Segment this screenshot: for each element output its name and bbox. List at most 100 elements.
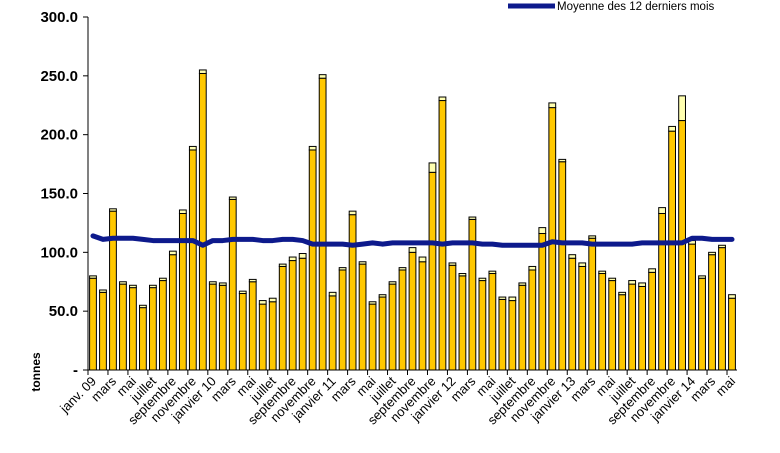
bar-main	[508, 300, 517, 371]
bar-top	[278, 263, 287, 267]
bar-top	[588, 235, 597, 239]
bar-main	[688, 243, 696, 371]
bar-top	[528, 265, 537, 271]
bar-top	[149, 284, 157, 289]
bar-top	[678, 95, 686, 122]
x-tick-label: mai	[713, 373, 738, 398]
bar-main	[258, 303, 267, 371]
bar-top	[488, 270, 497, 275]
bar-main	[698, 277, 706, 371]
bar-top	[238, 290, 247, 295]
bar-main	[288, 260, 297, 371]
bar-main	[318, 77, 327, 371]
y-tick-label: -	[73, 362, 78, 379]
bar-top	[538, 227, 547, 234]
bar-main	[139, 307, 147, 371]
bar-top	[428, 162, 437, 173]
bar-top	[358, 261, 367, 265]
bar-top	[548, 102, 557, 109]
bar-top	[139, 304, 147, 309]
bar-main	[598, 273, 607, 371]
bar-main	[498, 298, 507, 371]
bar-main	[198, 72, 207, 371]
bar-top	[99, 289, 107, 293]
bar-top	[498, 296, 507, 300]
bar-main	[548, 107, 557, 371]
bar-main	[558, 161, 567, 371]
bar-top	[598, 270, 607, 275]
bar-top	[129, 284, 137, 289]
bar-top	[568, 254, 577, 259]
bar-main	[578, 265, 587, 371]
bar-top	[258, 300, 267, 305]
bars-group	[89, 69, 736, 371]
bar-main	[528, 269, 537, 371]
bar-main	[368, 303, 377, 371]
bar-main	[208, 283, 217, 371]
bar-main	[378, 296, 387, 371]
bar-top	[628, 280, 637, 285]
bar-main	[119, 283, 127, 371]
bar-top	[168, 250, 177, 256]
y-tick-label: 250.0	[40, 68, 78, 85]
bar-top	[318, 74, 327, 79]
bar-top	[508, 296, 517, 302]
bar-top	[698, 275, 706, 279]
bar-main	[238, 293, 247, 371]
bar-top	[718, 244, 726, 249]
bar-main	[99, 291, 107, 371]
bar-top	[368, 301, 377, 305]
bar-main	[348, 214, 357, 371]
bar-main	[648, 271, 657, 371]
y-axis-label: tonnes	[29, 352, 43, 392]
bar-top	[398, 267, 407, 271]
bar-main	[438, 100, 447, 371]
bar-main	[149, 287, 157, 371]
bar-top	[348, 210, 357, 216]
legend: Moyenne des 12 derniers mois	[508, 1, 714, 13]
bar-main	[568, 257, 577, 371]
bar-main	[188, 149, 197, 371]
bar-top	[178, 209, 187, 215]
bar-top	[418, 256, 427, 263]
bar-top	[388, 281, 397, 285]
bar-main	[178, 213, 187, 371]
bar-main	[628, 283, 637, 371]
bar-main	[718, 247, 726, 371]
legend-label-average: Moyenne des 12 derniers mois	[557, 1, 714, 13]
bar-top	[468, 216, 477, 220]
y-ticks-group: - 50.0 100.0 150.0 200.0 250.0 300.0	[40, 9, 88, 379]
bar-main	[618, 294, 627, 371]
y-tick-label: 50.0	[49, 303, 78, 320]
bar-top	[208, 281, 217, 285]
bar-top	[228, 196, 237, 200]
bar-main	[328, 295, 337, 371]
bar-top	[198, 69, 207, 74]
bar-top	[478, 277, 487, 282]
x-ticks-group: janv. 09marsmaijuilletseptembrenovembrej…	[56, 370, 738, 428]
bar-top	[618, 291, 627, 296]
bar-main	[398, 269, 407, 371]
bar-top	[638, 282, 647, 287]
bar-main	[518, 284, 527, 371]
bar-main	[488, 273, 497, 371]
y-tick-label: 150.0	[40, 186, 78, 203]
bar-top	[648, 268, 657, 273]
bar-main	[278, 265, 287, 371]
bar-top	[608, 277, 617, 282]
y-tick-label: 300.0	[40, 9, 78, 26]
bar-top	[658, 207, 667, 214]
bar-main	[658, 213, 667, 371]
bar-top	[438, 96, 447, 102]
bar-main	[728, 297, 736, 371]
bar-top	[328, 291, 337, 297]
bar-main	[458, 275, 467, 371]
bar-main	[448, 264, 457, 371]
bar-top	[448, 262, 457, 266]
bar-main	[308, 149, 317, 371]
bar-main	[638, 285, 647, 371]
bar-top	[338, 267, 347, 271]
y-tick-label: 200.0	[40, 127, 78, 144]
bar-main	[158, 280, 167, 371]
